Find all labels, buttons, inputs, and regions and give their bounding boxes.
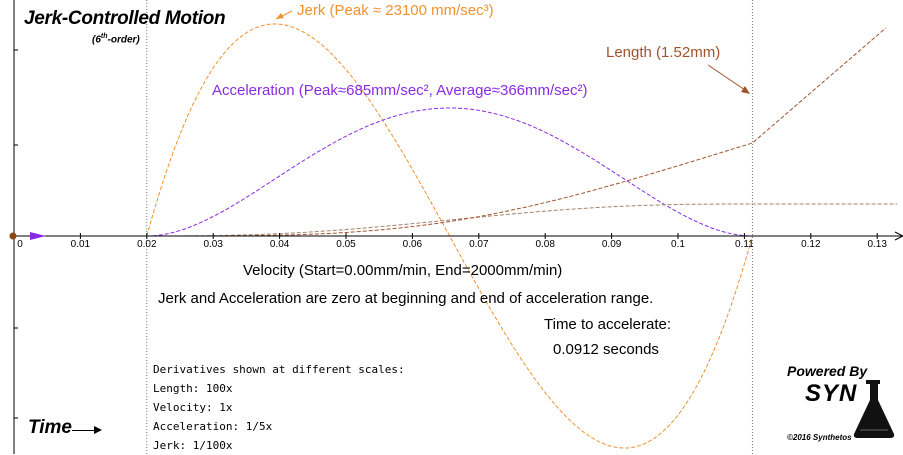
acceleration-annotation: Acceleration (Peak≈685mm/sec², Average≈3… (212, 82, 588, 99)
velocity-arrow-marker (30, 232, 46, 240)
velocity-series-line (146, 203, 898, 237)
x-tick-label-2: 0.02 (137, 239, 157, 250)
jerk-pointer-head (276, 13, 284, 19)
origin-marker (9, 232, 17, 240)
x-tick-label-0: 0 (17, 239, 23, 250)
derivative-length: Length: 100x (153, 382, 233, 395)
x-tick-label-6: 0.06 (403, 239, 423, 250)
time-axis-label: Time (28, 417, 73, 438)
jerk-annotation: Jerk (Peak ≈ 23100 mm/sec³) (297, 2, 494, 19)
x-tick-label-4: 0.04 (270, 239, 290, 250)
length-pointer (707, 64, 749, 93)
length-series-line (146, 27, 887, 237)
chart-subtitle: (6th-order) (92, 33, 140, 46)
derivative-acceleration: Acceleration: 1/5x (153, 420, 273, 433)
velocity-annotation: Velocity (Start=0.00mm/min, End=2000mm/m… (243, 262, 563, 279)
length-annotation: Length (1.52mm) (606, 44, 721, 61)
x-tick-label-1: 0.01 (71, 239, 91, 250)
length-pointer-head (741, 86, 750, 94)
x-tick-label-13: 0.13 (867, 239, 887, 250)
chart-title: Jerk-Controlled Motion (24, 8, 226, 29)
arrow-right-icon (72, 426, 102, 434)
x-tick-label-12: 0.12 (801, 239, 821, 250)
copyright-text: ©2016 Synthetos (787, 433, 852, 442)
x-tick-label-5: 0.05 (336, 239, 356, 250)
x-tick-label-8: 0.08 (535, 239, 555, 250)
time-to-accelerate-value: 0.0912 seconds (553, 341, 659, 358)
x-tick-label-11: 0.11 (735, 239, 754, 250)
synthetos-logo: SYN (805, 380, 858, 407)
x-tick-label-3: 0.03 (203, 239, 223, 250)
flask-icon (853, 380, 895, 438)
x-tick-label-9: 0.09 (602, 239, 622, 250)
derivative-scales: Derivatives shown at different scales: L… (153, 360, 405, 455)
derivative-jerk: Jerk: 1/100x (153, 439, 233, 452)
time-to-accelerate-label: Time to accelerate: (544, 316, 671, 333)
derivative-velocity: Velocity: 1x (153, 401, 233, 414)
acceleration-series-line (146, 107, 753, 237)
powered-by-label: Powered By (787, 363, 868, 379)
derivative-heading: Derivatives shown at different scales: (153, 363, 405, 376)
zero-note: Jerk and Acceleration are zero at beginn… (158, 290, 654, 307)
x-tick-label-7: 0.07 (469, 239, 489, 250)
x-tick-label-10: 0.1 (671, 239, 685, 250)
x-axis-arrow (894, 231, 903, 241)
